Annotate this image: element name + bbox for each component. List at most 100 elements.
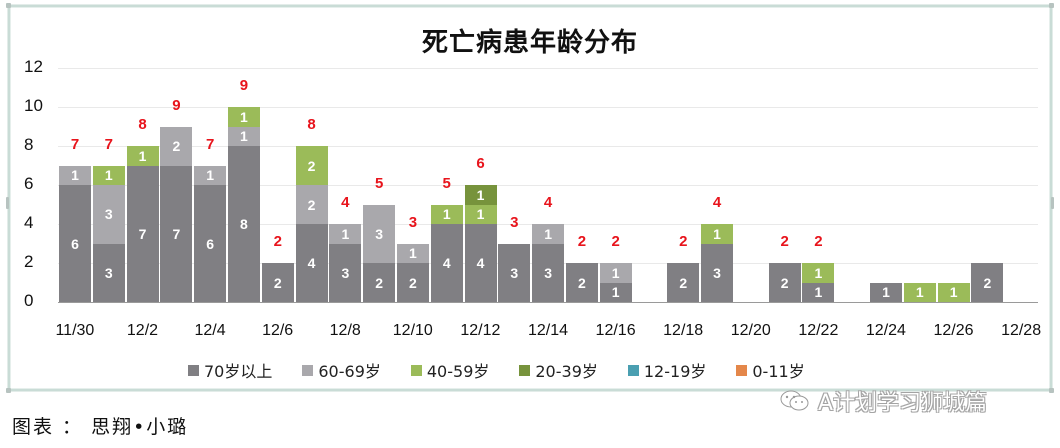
bar-segment[interactable]: 3 [92, 243, 125, 302]
y-tick-label: 2 [24, 252, 34, 271]
bar-segment[interactable]: 1 [532, 224, 565, 244]
legend-item[interactable]: 0-11岁 [736, 358, 805, 382]
bar-total-label: 7 [206, 135, 215, 153]
bar-total-label: 3 [408, 213, 418, 231]
watermark: A计划学习狮城篇 [780, 385, 987, 417]
legend-label: 60-69岁 [318, 362, 381, 381]
bar-total-label: 9 [172, 96, 181, 114]
bar-segment[interactable]: 1 [599, 282, 632, 302]
bar-segment[interactable]: 1 [464, 185, 497, 205]
bar-segment[interactable]: 3 [701, 243, 734, 302]
bar-segment[interactable]: 4 [295, 224, 328, 302]
x-tick-label: 12/26 [933, 322, 974, 339]
bar-total-label: 4 [712, 194, 722, 211]
bar-segment[interactable]: 2 [261, 263, 294, 302]
bar-segment[interactable]: 1 [329, 224, 362, 244]
bar-segment[interactable]: 2 [396, 263, 429, 302]
bar-segment[interactable]: 3 [92, 185, 125, 244]
bar-segment[interactable]: 7 [126, 165, 159, 302]
resize-handle-bottom-left[interactable] [6, 388, 11, 393]
y-tick-label: 10 [24, 96, 43, 115]
bar-total-label: 5 [374, 174, 384, 192]
x-tick-label: 12/10 [392, 322, 433, 339]
bar-segment[interactable]: 1 [396, 243, 429, 263]
bar-total-label: 7 [70, 135, 80, 153]
bar-segment[interactable]: 2 [667, 263, 700, 302]
bar-segment[interactable]: 2 [295, 146, 328, 185]
bar-total-label: 2 [577, 233, 587, 250]
bar-segment[interactable]: 4 [464, 224, 497, 302]
bar-segment[interactable]: 3 [329, 243, 362, 302]
legend-item[interactable]: 70岁以上 [188, 358, 272, 382]
legend-item[interactable]: 60-69岁 [302, 358, 381, 382]
bar-segment[interactable]: 4 [430, 224, 463, 302]
resize-handle-right[interactable] [1051, 197, 1054, 209]
bar-segment[interactable]: 1 [126, 146, 159, 166]
bar-total-label: 6 [476, 155, 485, 172]
y-tick-label: 4 [24, 213, 34, 232]
bar-segment[interactable]: 1 [92, 165, 125, 185]
bar-segment[interactable]: 1 [227, 107, 260, 127]
bar-segment[interactable]: 2 [971, 263, 1004, 302]
bar-total-label: 7 [104, 135, 113, 153]
x-tick-label: 12/2 [126, 322, 159, 339]
x-axis-line [58, 302, 1038, 303]
bar-segment[interactable]: 1 [194, 165, 227, 185]
bar-segment[interactable]: 7 [160, 165, 193, 302]
legend-swatch-icon [188, 364, 199, 376]
resize-handle-top-right[interactable] [1049, 3, 1054, 8]
bar-segment[interactable]: 2 [160, 126, 193, 166]
bar-segment[interactable]: 1 [802, 263, 835, 283]
x-tick-label: 12/28 [1001, 322, 1042, 339]
bar-total-label: 2 [611, 233, 620, 250]
bar-segment[interactable]: 8 [227, 146, 260, 302]
chart-legend: 70岁以上 60-69岁 40-59岁 20-39岁 12-19岁 0-11岁 [188, 358, 835, 382]
bar-segment[interactable]: 1 [802, 282, 835, 302]
bar-segment[interactable]: 1 [903, 282, 936, 302]
resize-handle-left[interactable] [6, 197, 9, 209]
x-tick-label: 12/24 [865, 322, 906, 339]
bar-total-label: 2 [780, 233, 789, 250]
x-tick-label: 12/4 [194, 322, 226, 339]
x-tick-label: 11/30 [55, 322, 95, 339]
bar-segment[interactable]: 3 [498, 243, 531, 302]
legend-item[interactable]: 20-39岁 [519, 358, 598, 382]
gridline [58, 68, 1038, 69]
resize-handle-top-left[interactable] [6, 3, 11, 8]
gridline [58, 146, 1038, 147]
legend-item[interactable]: 40-59岁 [410, 358, 489, 382]
bar-segment[interactable]: 3 [363, 204, 396, 263]
legend-swatch-icon [736, 364, 748, 376]
y-tick-label: 8 [24, 135, 34, 154]
legend-label: 12-19岁 [643, 362, 707, 381]
bar-segment[interactable]: 1 [599, 263, 632, 283]
bar-segment[interactable]: 1 [870, 282, 903, 302]
bar-segment[interactable]: 1 [937, 282, 970, 302]
bar-segment[interactable]: 2 [768, 263, 801, 302]
bar-segment[interactable]: 1 [59, 165, 91, 185]
bar-segment[interactable]: 2 [363, 263, 396, 302]
bar-segment[interactable]: 2 [295, 185, 328, 224]
bar-segment[interactable]: 1 [227, 126, 260, 146]
resize-handle-bottom-right[interactable] [1049, 388, 1054, 393]
x-tick-label: 12/14 [527, 322, 569, 339]
gridline [58, 185, 1038, 186]
bar-total-label: 9 [239, 77, 249, 94]
bar-segment[interactable]: 1 [464, 204, 497, 224]
bar-segment[interactable]: 6 [59, 185, 91, 302]
legend-swatch-icon [519, 364, 531, 376]
y-tick-label: 12 [24, 57, 43, 76]
watermark-text: A计划学习狮城篇 [818, 391, 988, 416]
bar-segment[interactable]: 2 [565, 263, 598, 302]
bar-segment[interactable]: 1 [701, 224, 734, 244]
bar-total-label: 8 [307, 116, 316, 133]
legend-swatch-icon [627, 364, 639, 376]
bar-segment[interactable]: 3 [532, 243, 565, 302]
bar-total-label: 8 [138, 116, 147, 133]
bar-segment[interactable]: 6 [194, 185, 227, 302]
bar-segment[interactable]: 1 [430, 204, 463, 224]
bar-total-label: 5 [442, 174, 451, 192]
legend-swatch-icon [410, 364, 422, 376]
legend-item[interactable]: 12-19岁 [627, 358, 707, 382]
